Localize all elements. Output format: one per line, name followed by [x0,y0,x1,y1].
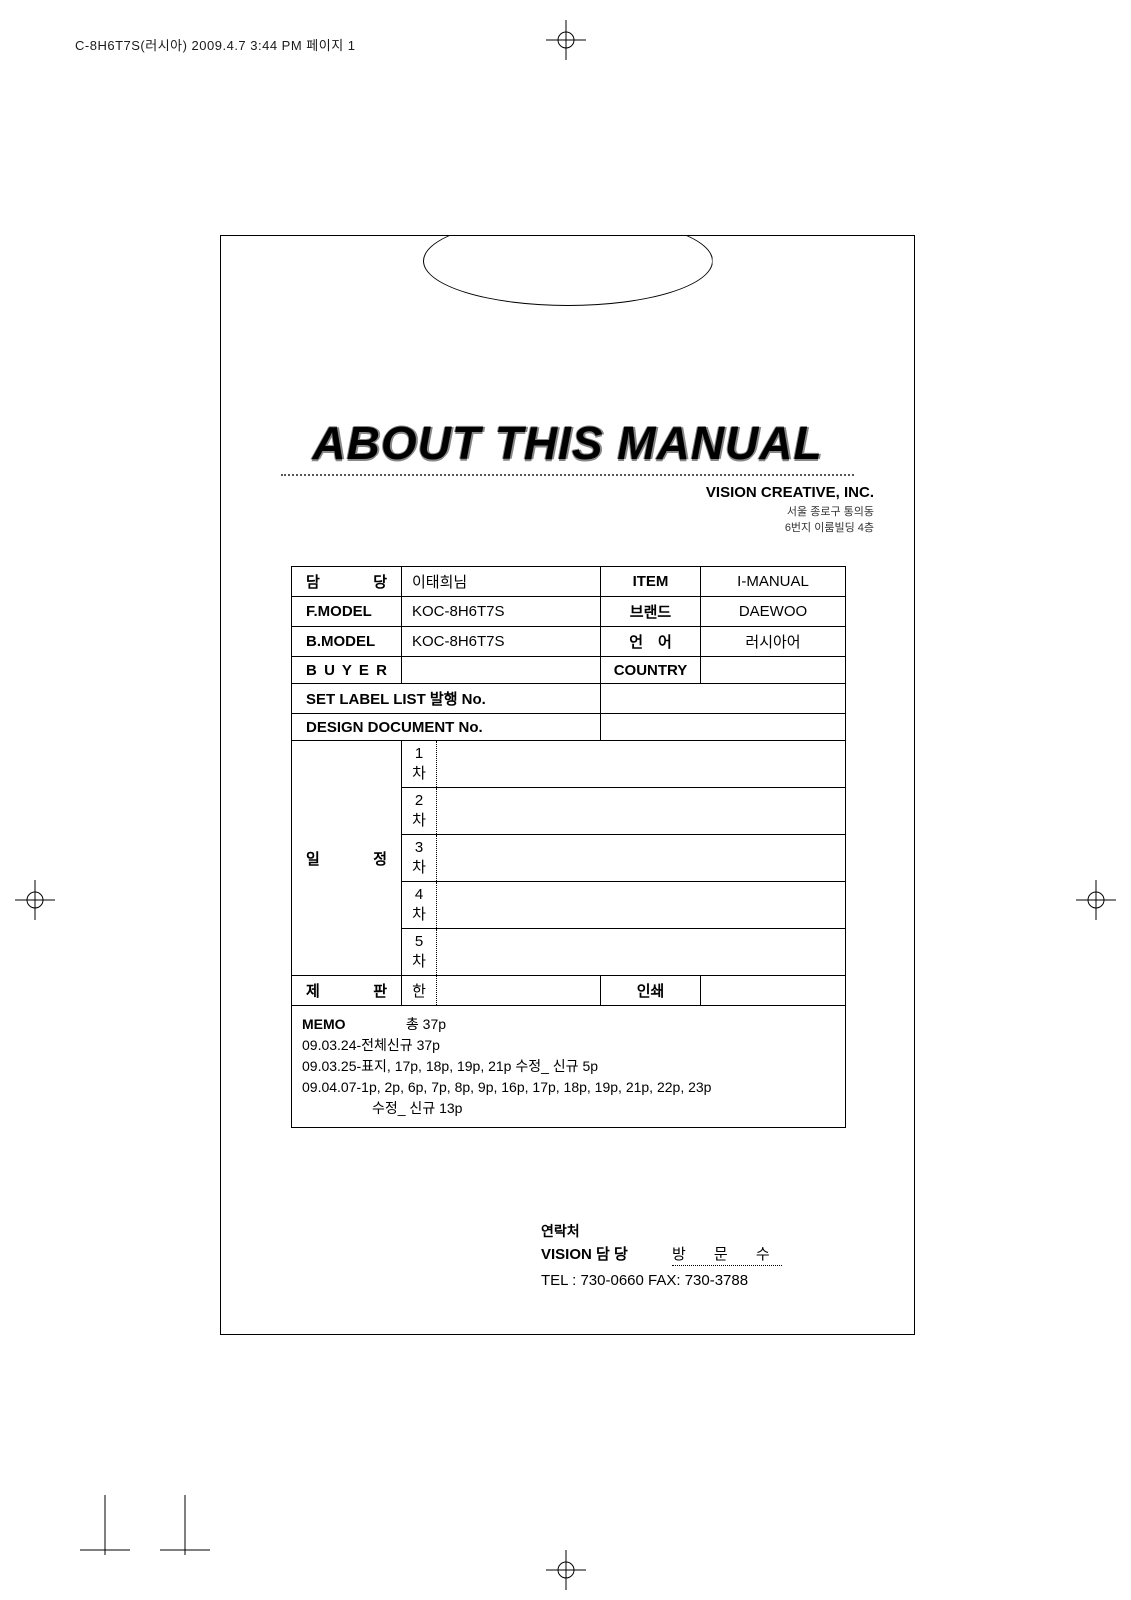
label-item: ITEM [601,567,701,597]
table-row: DESIGN DOCUMENT No. [292,714,846,741]
label-bmodel: B.MODEL [292,627,402,657]
value-brand: DAEWOO [701,597,846,627]
value-country [701,657,846,684]
schedule-5-value [437,929,846,976]
jepan-sub: 한 [402,976,437,1006]
memo-line-4: 수정_ 신규 13p [302,1100,462,1116]
value-fmodel: KOC-8H6T7S [402,597,601,627]
table-row: 담 당 이태희님 ITEM I-MANUAL [292,567,846,597]
value-setlabel [601,684,846,714]
memo-line-2: 09.03.25-표지, 17p, 18p, 19p, 21p 수정_ 신규 5… [302,1058,598,1074]
jepan-value [437,976,601,1006]
company-address-2: 6번지 이룸빌딩 4층 [706,519,874,535]
crop-mark-bl [80,1495,130,1580]
schedule-4-label: 4차 [402,882,437,929]
page-frame: ABOUT THIS MANUAL VISION CREATIVE, INC. … [220,235,915,1335]
label-brand: 브랜드 [601,597,701,627]
table-row: MEMO 총 37p 09.03.24-전체신규 37p 09.03.25-표지… [292,1006,846,1128]
value-damdang: 이태희님 [402,567,601,597]
memo-line-1: 09.03.24-전체신규 37p [302,1037,440,1053]
registration-mark-right [1076,880,1116,920]
memo-heading: MEMO [302,1014,402,1035]
registration-mark-bottom [546,1550,586,1590]
value-language: 러시아어 [701,627,846,657]
crop-mark-br [160,1495,210,1580]
page-title: ABOUT THIS MANUAL [312,416,822,470]
contact-block: 연락처 VISION 담 당 방 문 수 TEL : 730-0660 FAX:… [541,1221,782,1289]
schedule-3-value [437,835,846,882]
label-damdang: 담 당 [292,567,402,597]
table-row: 일 정 1차 [292,741,846,788]
label-print: 인쇄 [601,976,701,1006]
registration-mark-top [546,20,586,60]
value-item: I-MANUAL [701,567,846,597]
contact-person-name: 방 문 수 [672,1243,782,1266]
contact-tel-fax: TEL : 730-0660 FAX: 730-3788 [541,1272,782,1289]
schedule-5-label: 5차 [402,929,437,976]
schedule-3-label: 3차 [402,835,437,882]
company-name: VISION CREATIVE, INC. [706,484,874,501]
contact-person-label: VISION 담 당 [541,1243,628,1264]
company-block: VISION CREATIVE, INC. 서울 종로구 통의동 6번지 이룸빌… [706,484,874,535]
label-buyer: B U Y E R [292,657,402,684]
label-fmodel: F.MODEL [292,597,402,627]
schedule-1-value [437,741,846,788]
label-jepan: 제 판 [292,976,402,1006]
memo-cell: MEMO 총 37p 09.03.24-전체신규 37p 09.03.25-표지… [292,1006,846,1128]
table-row: B.MODEL KOC-8H6T7S 언 어 러시아어 [292,627,846,657]
memo-line-3: 09.04.07-1p, 2p, 6p, 7p, 8p, 9p, 16p, 17… [302,1079,711,1095]
table-row: F.MODEL KOC-8H6T7S 브랜드 DAEWOO [292,597,846,627]
label-language: 언 어 [601,627,701,657]
table-row: SET LABEL LIST 발행 No. [292,684,846,714]
label-designdoc: DESIGN DOCUMENT No. [292,714,601,741]
print-job-header: C-8H6T7S(러시아) 2009.4.7 3:44 PM 페이지 1 [75,35,356,54]
value-designdoc [601,714,846,741]
info-table: 담 당 이태희님 ITEM I-MANUAL F.MODEL KOC-8H6T7… [291,566,846,1128]
company-address-1: 서울 종로구 통의동 [706,503,874,519]
memo-total: 총 37p [406,1016,446,1032]
contact-heading: 연락처 [541,1221,782,1241]
schedule-2-label: 2차 [402,788,437,835]
label-setlabel: SET LABEL LIST 발행 No. [292,684,601,714]
schedule-2-value [437,788,846,835]
schedule-4-value [437,882,846,929]
table-row: 제 판 한 인쇄 [292,976,846,1006]
value-buyer [402,657,601,684]
registration-mark-left [15,880,55,920]
value-bmodel: KOC-8H6T7S [402,627,601,657]
label-schedule: 일 정 [292,741,402,976]
binding-ellipse [423,216,713,306]
title-block: ABOUT THIS MANUAL [221,416,914,476]
schedule-1-label: 1차 [402,741,437,788]
value-print [701,976,846,1006]
table-row: B U Y E R COUNTRY [292,657,846,684]
title-underline [281,474,854,476]
label-country: COUNTRY [601,657,701,684]
